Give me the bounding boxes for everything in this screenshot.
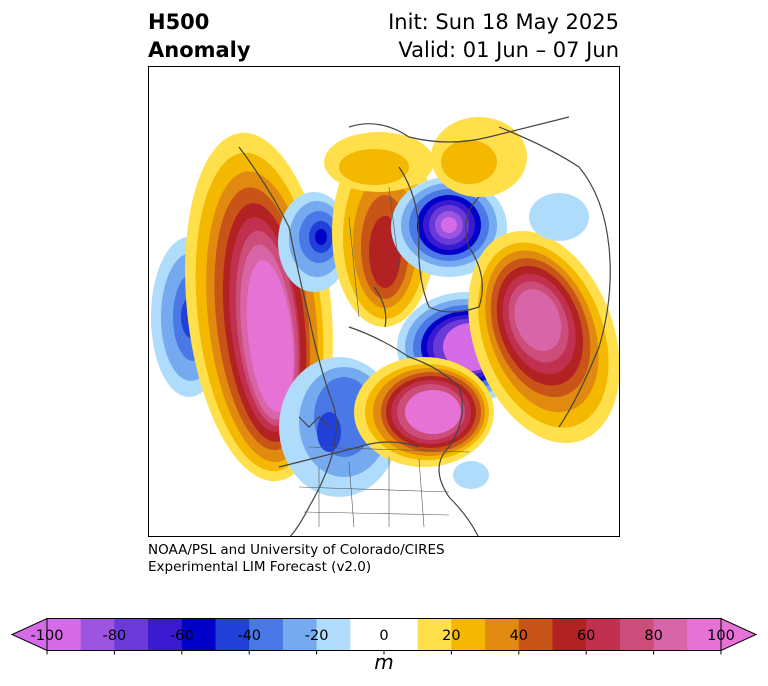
colorbar-tick-label: -40 (237, 628, 262, 644)
colorbar-segment (485, 618, 520, 651)
colorbar-segment (215, 618, 250, 651)
colorbar-segment (619, 618, 655, 651)
colorbar-segment (80, 618, 115, 651)
colorbar-unit: m (374, 650, 394, 674)
colorbar-segment (384, 618, 419, 651)
colorbar-segment (316, 618, 351, 651)
colorbar-tick-label: 100 (707, 628, 735, 644)
colorbar-tick-label: 40 (509, 628, 529, 644)
colorbar-tick-label: -100 (30, 628, 64, 644)
colorbar-segment (47, 618, 82, 651)
colorbar-segment (687, 618, 722, 651)
colorbar (10, 617, 758, 655)
title-line-1: H500 (148, 10, 210, 34)
colorbar-segment (451, 618, 486, 651)
init-date: Init: Sun 18 May 2025 (388, 10, 619, 34)
colorbar-segment (417, 618, 452, 651)
credit-line-2: Experimental LIM Forecast (v2.0) (148, 559, 372, 575)
borders (298, 186, 470, 528)
title-line-2: Anomaly (148, 38, 251, 62)
colorbar-tick-label: 20 (442, 628, 461, 644)
map-title: H500 Anomaly (148, 8, 251, 64)
credit-text: NOAA/PSL and University of Colorado/CIRE… (148, 542, 445, 576)
colorbar-segment (518, 618, 553, 651)
anomaly-map (151, 116, 619, 536)
colorbar-segment (552, 618, 587, 651)
colorbar-segment (148, 618, 183, 651)
colorbar-segment (586, 618, 621, 651)
colorbar-segment (653, 618, 688, 651)
cold-low-north-atlantic (529, 193, 589, 241)
colorbar-segment (114, 618, 149, 651)
colorbar-tick-label: 60 (576, 628, 596, 644)
colorbar-tick-label: -60 (169, 628, 194, 644)
cold-low-central-canada (278, 192, 350, 292)
warm-ridge-greenland (468, 230, 619, 444)
warm-ridge-arctic (324, 117, 527, 197)
map-panel (148, 66, 620, 537)
warm-ridge-great-lakes (354, 357, 494, 467)
colorbar-tick-label: -80 (102, 628, 127, 644)
colorbar-tick-label: 0 (379, 628, 389, 644)
colorbar-segment (282, 618, 318, 651)
colorbar-tick-label: 80 (644, 628, 663, 644)
colorbar-tick-label: -20 (304, 628, 329, 644)
coastlines (238, 116, 611, 536)
credit-line-1: NOAA/PSL and University of Colorado/CIRE… (148, 542, 445, 558)
colorbar-segment (249, 618, 284, 651)
cold-low-atlantic-south (453, 461, 489, 489)
forecast-dates: Init: Sun 18 May 2025 Valid: 01 Jun – 07… (388, 8, 619, 64)
colorbar-segment (181, 618, 216, 651)
colorbar-segment (350, 618, 385, 651)
valid-date: Valid: 01 Jun – 07 Jun (398, 38, 619, 62)
